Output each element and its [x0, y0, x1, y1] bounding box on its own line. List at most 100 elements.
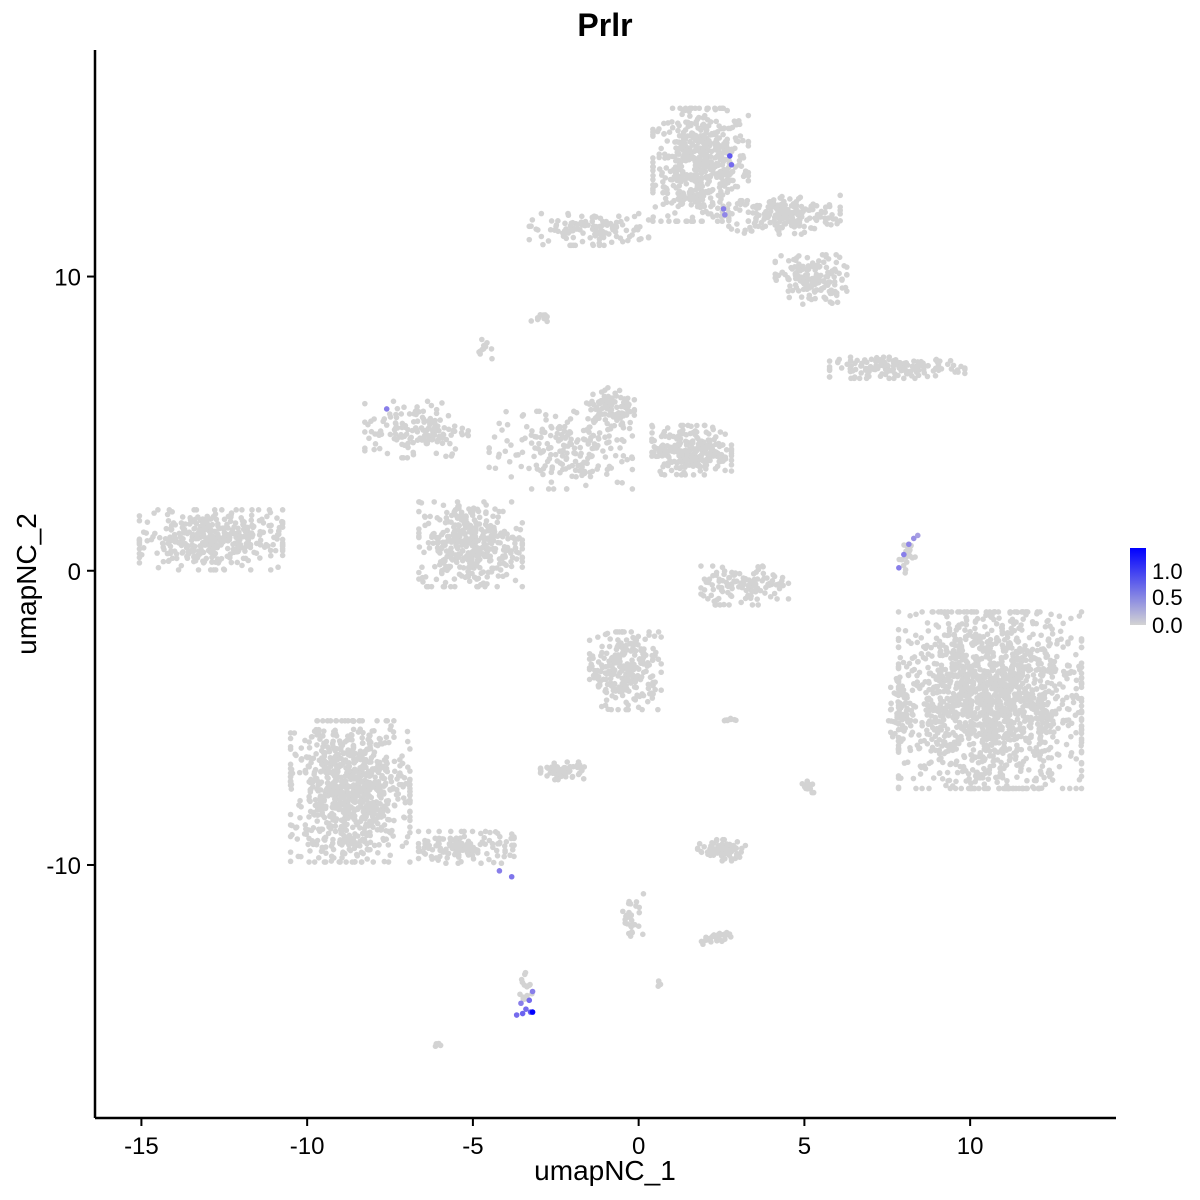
cell-point — [785, 257, 792, 264]
cell-point — [605, 384, 611, 391]
cell-point — [972, 722, 978, 728]
cell-point — [224, 545, 231, 552]
cell-point — [561, 423, 568, 430]
cell-point — [974, 705, 981, 711]
cell-point — [701, 112, 708, 119]
cell-point — [209, 559, 215, 565]
cell-point — [448, 545, 454, 551]
cell-point — [777, 202, 784, 208]
cell-point — [939, 776, 946, 782]
cell-point — [1033, 710, 1040, 716]
cell-point — [178, 542, 185, 549]
cell-point — [925, 362, 931, 369]
cell-point — [588, 661, 595, 667]
cell-point — [930, 609, 936, 615]
cell-point — [469, 512, 476, 519]
cell-point — [825, 256, 832, 262]
cell-point — [989, 664, 996, 670]
cell-point — [719, 192, 726, 198]
cell-point — [444, 533, 451, 540]
cell-point — [609, 693, 615, 699]
cell-point — [952, 785, 959, 792]
cell-point — [1003, 762, 1010, 768]
cell-point — [817, 272, 824, 279]
cell-point — [617, 415, 624, 421]
cell-point — [671, 458, 677, 465]
cell-point — [929, 736, 935, 743]
cell-point — [1054, 693, 1061, 700]
cell-point — [198, 543, 205, 549]
cell-point — [664, 190, 671, 197]
cell-point — [519, 413, 526, 419]
cell-point — [955, 609, 961, 615]
cell-point — [1036, 657, 1042, 663]
cell-point — [502, 448, 509, 455]
cell-point — [980, 634, 987, 640]
cell-point — [410, 451, 417, 458]
cell-point — [693, 121, 700, 127]
cell-point — [426, 545, 433, 551]
cell-point — [737, 133, 744, 139]
cell-point — [287, 735, 294, 742]
cell-point — [1038, 632, 1044, 639]
cell-point — [961, 609, 967, 615]
cell-point — [581, 436, 587, 443]
cell-point — [676, 161, 683, 168]
cell-point — [998, 759, 1004, 766]
cell-point — [559, 433, 566, 439]
cell-point — [785, 596, 792, 602]
cell-point — [214, 556, 221, 562]
cell-point — [1060, 668, 1067, 675]
cell-point — [723, 446, 730, 453]
cell-point — [936, 706, 942, 713]
cell-point — [495, 514, 501, 520]
cell-point — [721, 156, 728, 163]
cell-point — [905, 719, 911, 725]
cell-point — [542, 412, 549, 418]
cell-point — [694, 116, 701, 122]
cell-point — [482, 583, 488, 590]
cell-point — [424, 398, 431, 405]
cell-point — [596, 430, 603, 436]
cell-point — [678, 464, 685, 470]
cell-point — [907, 613, 913, 619]
cell-point — [607, 425, 614, 432]
cell-point — [257, 537, 264, 544]
cell-point — [682, 127, 689, 133]
cell-point — [464, 573, 471, 579]
cell-point — [699, 218, 705, 225]
cell-point — [1073, 651, 1079, 658]
cell-point — [590, 401, 597, 408]
cell-point — [393, 436, 400, 443]
cell-point — [620, 453, 627, 459]
cell-point — [1076, 613, 1083, 619]
cell-point — [1048, 670, 1054, 676]
cell-point — [813, 271, 820, 278]
cell-point — [641, 646, 647, 652]
cell-point — [500, 508, 506, 515]
cell-point — [1073, 729, 1079, 736]
cell-point — [612, 652, 619, 658]
cell-point — [496, 420, 502, 427]
cell-point — [684, 451, 690, 458]
cell-point — [552, 451, 559, 458]
cell-point — [793, 284, 800, 291]
cell-point — [922, 679, 928, 685]
cell-point — [636, 656, 643, 662]
cell-point — [900, 659, 907, 666]
cell-point — [1027, 697, 1034, 704]
cell-point — [960, 712, 966, 718]
cell-point — [275, 564, 281, 571]
cell-point — [221, 516, 228, 523]
cell-point — [549, 425, 555, 431]
cell-point — [949, 650, 956, 656]
cell-point — [250, 523, 257, 530]
cell-point — [1035, 785, 1042, 792]
cell-point — [398, 411, 405, 417]
cell-point — [452, 532, 459, 539]
cell-point — [873, 362, 879, 369]
cell-point — [692, 105, 699, 112]
cell-point — [464, 431, 471, 437]
cell-point — [782, 221, 789, 227]
cell-point — [362, 400, 368, 407]
